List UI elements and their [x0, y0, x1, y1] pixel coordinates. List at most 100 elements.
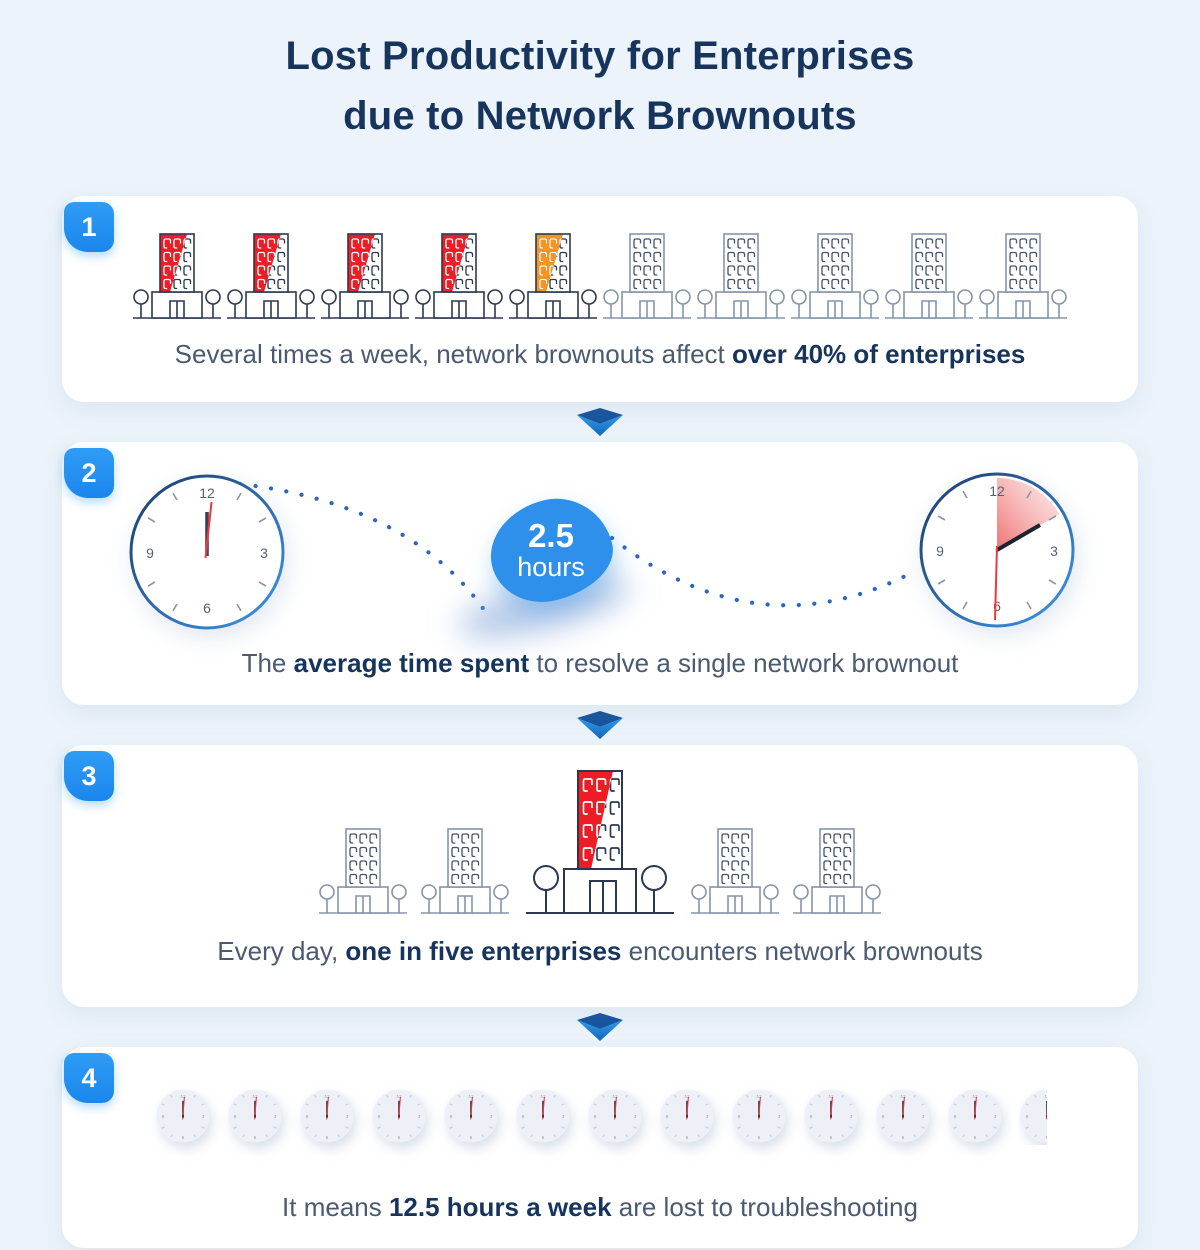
svg-text:3: 3 [993, 1114, 996, 1120]
down-arrow-icon [0, 1012, 1200, 1042]
building-plain [421, 828, 509, 914]
svg-text:9: 9 [521, 1114, 524, 1120]
section-3-badge: 3 [64, 751, 114, 801]
svg-text:12: 12 [540, 1094, 546, 1100]
bubble-value: 2.5 [528, 516, 574, 554]
svg-text:6: 6 [829, 1135, 832, 1141]
svg-text:3: 3 [1050, 543, 1058, 559]
svg-text:6: 6 [685, 1135, 688, 1141]
svg-text:3: 3 [345, 1114, 348, 1120]
building-plain [979, 233, 1067, 319]
svg-text:9: 9 [377, 1114, 380, 1120]
svg-text:12: 12 [324, 1094, 330, 1100]
svg-text:3: 3 [417, 1114, 420, 1120]
svg-text:12: 12 [684, 1094, 690, 1100]
caption-2-text: The [241, 648, 294, 678]
building-orange [509, 233, 597, 319]
svg-text:3: 3 [777, 1114, 780, 1120]
bounce-dots [237, 481, 920, 617]
svg-text:6: 6 [397, 1135, 400, 1141]
svg-text:6: 6 [541, 1135, 544, 1141]
caption-2-suffix: to resolve a single network brownout [529, 648, 959, 678]
caption-3-text: Every day, [217, 936, 346, 966]
down-arrow-icon [0, 710, 1200, 740]
svg-text:6: 6 [469, 1135, 472, 1141]
section-3-card: 3 [62, 745, 1138, 1007]
buildings-row-3 [62, 745, 1138, 919]
mini-clock: 12 3 6 9 [732, 1089, 785, 1143]
svg-text:6: 6 [993, 598, 1001, 614]
svg-text:9: 9 [936, 543, 944, 559]
svg-text:3: 3 [201, 1114, 204, 1120]
svg-text:3: 3 [273, 1114, 276, 1120]
section-1-caption: Several times a week, network brownouts … [62, 340, 1138, 368]
clocks-row: 12 3 6 9 12 3 6 9 12 3 6 9 12 3 6 9 12 3 6 9 12 3 6 9 12 3 6… [62, 1047, 1138, 1145]
svg-text:3: 3 [489, 1114, 492, 1120]
building-plain [885, 233, 973, 319]
caption-2-bold: average time spent [293, 648, 530, 678]
caption-4-bold: 12.5 hours a week [388, 1192, 612, 1222]
section-4-card: 4 12 3 6 9 12 3 6 9 12 3 6 9 12 3 6 9 12 3 6 9 12 3 6 9 12… [62, 1047, 1138, 1248]
building-red-large [526, 770, 674, 914]
mini-clock: 12 3 6 9 [228, 1089, 281, 1143]
svg-text:3: 3 [260, 545, 268, 561]
section-2-badge: 2 [64, 448, 114, 498]
svg-text:6: 6 [181, 1135, 184, 1141]
building-red [133, 233, 221, 319]
buildings-row-1 [62, 196, 1138, 324]
svg-text:9: 9 [809, 1114, 812, 1120]
svg-text:12: 12 [972, 1094, 978, 1100]
svg-text:6: 6 [253, 1135, 256, 1141]
svg-text:6: 6 [325, 1135, 328, 1141]
svg-text:6: 6 [973, 1135, 976, 1141]
svg-text:9: 9 [146, 545, 154, 561]
svg-text:6: 6 [757, 1135, 760, 1141]
svg-text:12: 12 [252, 1094, 258, 1100]
svg-text:9: 9 [233, 1114, 236, 1120]
building-plain [319, 828, 407, 914]
clock-after: 12 3 6 9 [917, 470, 1077, 635]
section-1-badge: 1 [64, 202, 114, 252]
svg-text:9: 9 [953, 1114, 956, 1120]
svg-text:3: 3 [921, 1114, 924, 1120]
section-1-card: 1 [62, 196, 1138, 402]
svg-text:12: 12 [468, 1094, 474, 1100]
svg-text:6: 6 [203, 600, 211, 616]
caption-3-suffix: encounters network brownouts [621, 936, 983, 966]
section-3-caption: Every day, one in five enterprises encou… [62, 937, 1138, 965]
section-2-caption: The average time spent to resolve a sing… [62, 649, 1138, 677]
svg-text:12: 12 [612, 1094, 618, 1100]
section-4-caption: It means 12.5 hours a week are lost to t… [62, 1193, 1138, 1221]
caption-1-bold: over 40% of enterprises [731, 339, 1026, 369]
svg-text:12: 12 [199, 485, 215, 501]
svg-text:3: 3 [633, 1114, 636, 1120]
section-4-badge: 4 [64, 1053, 114, 1103]
caption-3-bold: one in five enterprises [345, 936, 622, 966]
svg-text:12: 12 [756, 1094, 762, 1100]
mini-clock: 12 3 6 9 [444, 1089, 497, 1143]
svg-text:9: 9 [449, 1114, 452, 1120]
caption-4-suffix: are lost to troubleshooting [611, 1192, 918, 1222]
building-plain [793, 828, 881, 914]
svg-text:6: 6 [613, 1135, 616, 1141]
svg-text:12: 12 [180, 1094, 186, 1100]
building-red [321, 233, 409, 319]
caption-1-text: Several times a week, network brownouts … [174, 339, 732, 369]
bubble-unit: hours [517, 552, 585, 583]
mini-clock: 12 3 6 9 [948, 1089, 1001, 1143]
building-plain [691, 828, 779, 914]
section-2-card: 2 12 3 6 9 2.5 hours 12 3 6 9 The average time… [62, 442, 1138, 705]
svg-text:9: 9 [737, 1114, 740, 1120]
clock-before: 12 3 6 9 [127, 472, 287, 637]
svg-text:9: 9 [1025, 1114, 1028, 1120]
